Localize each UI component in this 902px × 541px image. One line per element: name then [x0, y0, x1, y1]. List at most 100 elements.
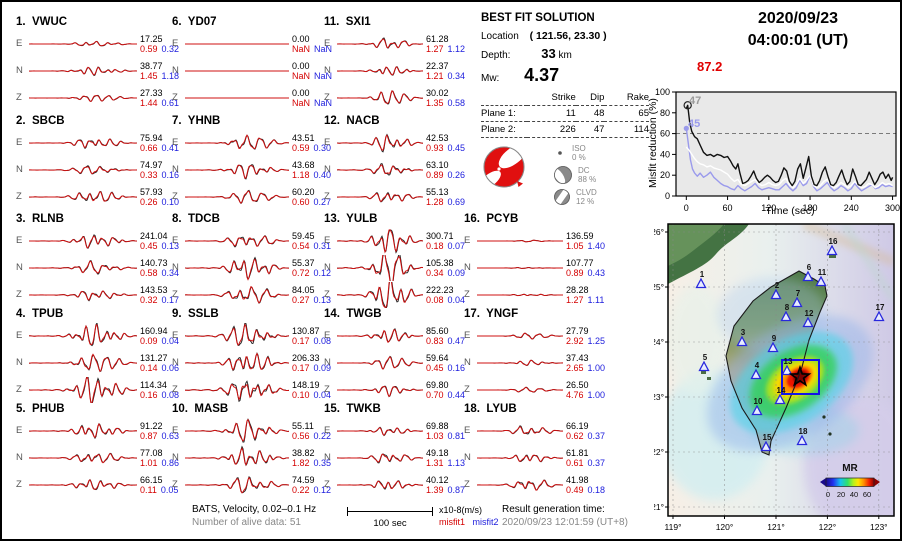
misfit2-value: 0.13 — [313, 294, 332, 305]
misfit2-value: 0.34 — [161, 267, 180, 278]
amplitude-value: 37.43 — [566, 352, 589, 363]
trace-values: 43.68 1.18 0.40 — [292, 160, 331, 180]
station-MASB: 10. MASB E 55.11 0.56 0.22 N 38.82 1.82 0.35 Z 74.… — [172, 403, 332, 498]
waveform-trace — [29, 164, 137, 174]
component-label: N — [16, 262, 23, 273]
mr-colorbar: MR 0 20 40 60 — [820, 463, 880, 499]
amplitude-value: 55.11 — [292, 420, 314, 431]
depth-unit: km — [558, 50, 572, 61]
waveform-trace — [337, 327, 423, 343]
misfit2-value: 0.37 — [587, 457, 606, 468]
component-row-Z: Z 26.50 4.76 1.00 — [464, 376, 624, 403]
plane2-dip: 47 — [593, 124, 605, 135]
source-region-box — [781, 359, 820, 395]
misfit2-value: 0.87 — [447, 484, 466, 495]
amplitude-value: 22.37 — [426, 60, 449, 71]
component-row-N: N 37.43 2.65 1.00 — [464, 349, 624, 376]
component-label: N — [324, 452, 331, 463]
event-datetime: 2020/09/23 04:00:01 (UT) — [702, 8, 894, 52]
component-row-Z: Z 148.19 0.10 0.04 — [172, 376, 332, 403]
plane1-label: Plane 1: — [481, 108, 516, 119]
map-station-18: 18 — [796, 427, 808, 446]
waveform-trace — [29, 422, 137, 439]
station-title: 14. TWGB — [324, 308, 382, 320]
misfit2-value: 0.35 — [313, 457, 332, 468]
station-number-label: 10 — [754, 397, 763, 406]
waveform-trace — [29, 452, 137, 463]
waveform-trace — [337, 191, 423, 202]
station-number-label: 1 — [700, 270, 705, 279]
component-label: E — [172, 425, 179, 436]
waveform-trace — [337, 384, 423, 397]
trace-values: 69.88 1.03 0.81 — [426, 421, 465, 441]
moment-decomposition: ISO 0 % DC 88 % — [553, 144, 597, 209]
amplitude-value: 41.98 — [566, 474, 589, 485]
station-title: 11. SXI1 — [324, 16, 371, 28]
misfit1-value: 0.11 — [140, 484, 157, 495]
trace-values: 49.18 1.31 1.13 — [426, 448, 465, 468]
component-label: N — [172, 452, 179, 463]
misfit2-value: 0.69 — [447, 196, 466, 207]
misfit1-value: 0.18 — [426, 240, 444, 251]
trace-values: 66.19 0.62 0.37 — [566, 421, 605, 441]
trace-values: 300.71 0.18 0.07 — [426, 231, 465, 251]
station-title: 16. PCYB — [464, 213, 519, 225]
trace-values: 222.23 0.08 0.04 — [426, 285, 465, 305]
misfit2-value: 0.30 — [313, 142, 332, 153]
component-row-E: E 59.45 0.54 0.31 — [172, 227, 332, 254]
trace-values: 43.51 0.59 0.30 — [292, 133, 331, 153]
station-number-label: 11 — [818, 268, 827, 277]
component-row-E: E 17.25 0.59 0.32 — [16, 30, 179, 57]
plane1-rake: 65 — [638, 108, 649, 119]
misfit1-value: 4.76 — [566, 389, 584, 400]
station-title: 4. TPUB — [16, 308, 64, 320]
misfit1-value: 0.60 — [292, 196, 310, 207]
trace-values: 17.25 0.59 0.32 — [140, 34, 179, 54]
alive-data-count: Number of alive data: 51 — [192, 517, 301, 528]
waveform-trace — [185, 445, 289, 466]
station-TPUB: 4. TPUB E 160.94 0.09 0.04 N 131.27 0.14 0.06 Z 11… — [16, 308, 179, 403]
misfit1-value: 0.83 — [426, 335, 444, 346]
misfit2-value: 0.22 — [313, 430, 332, 441]
amplitude-value: 43.51 — [292, 132, 315, 143]
waveform-trace — [477, 293, 563, 296]
misfit1-value: 1.82 — [292, 457, 310, 468]
amplitude-value: 59.45 — [292, 230, 315, 241]
misfit1-value: 0.10 — [292, 389, 310, 400]
misfit2-value: 1.25 — [587, 335, 606, 346]
misfit1-value: 0.62 — [566, 430, 584, 441]
amplitude-value: 300.71 — [426, 230, 454, 241]
amplitude-value: 130.87 — [292, 325, 320, 336]
waveform-trace — [337, 36, 423, 49]
misfit1-value: 0.16 — [140, 389, 158, 400]
misfit1-value: 1.03 — [426, 430, 444, 441]
component-label: N — [324, 65, 331, 76]
component-row-E: E 66.19 0.62 0.37 — [464, 417, 624, 444]
component-label: Z — [16, 384, 22, 395]
time-scale-bar — [347, 507, 433, 516]
misfit2-value: 0.05 — [160, 484, 179, 495]
amplitude-value: 91.22 — [140, 420, 163, 431]
waveform-trace — [185, 70, 289, 71]
amplitude-value: 74.59 — [292, 474, 315, 485]
misfit1-value: 1.28 — [426, 196, 444, 207]
amplitude-value: 43.68 — [292, 159, 315, 170]
misfit2-value: 0.58 — [447, 97, 466, 108]
misfit1-value: 0.32 — [140, 294, 158, 305]
amplitude-value: 241.04 — [140, 230, 168, 241]
component-label: N — [172, 357, 179, 368]
misfit2-value: 1.00 — [587, 362, 606, 373]
svg-text:0: 0 — [684, 203, 689, 213]
epicenter-star-icon — [788, 364, 812, 387]
station-triangle-icon — [698, 360, 710, 372]
component-label: Z — [464, 384, 470, 395]
trace-values: 0.00 NaN NaN — [292, 88, 332, 108]
amplitude-value: 114.34 — [140, 379, 167, 390]
station-triangle-icon — [815, 275, 827, 287]
component-label: E — [464, 235, 471, 246]
misfit2-value: 1.11 — [587, 294, 605, 305]
svg-text:120: 120 — [761, 203, 776, 213]
amplitude-units: x10-8(m/s) — [439, 505, 483, 515]
station-number-label: 2 — [775, 281, 780, 290]
amplitude-value: 131.27 — [140, 352, 168, 363]
